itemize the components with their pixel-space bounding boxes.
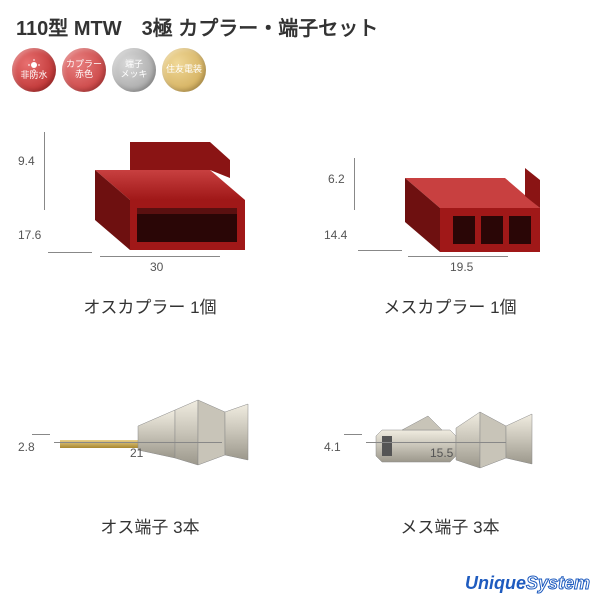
dim-line bbox=[100, 256, 220, 257]
page-title: 110型 MTW 3極 カプラー・端子セット bbox=[16, 12, 378, 41]
dim-line bbox=[48, 252, 92, 253]
cell-female-terminal: 4.1 15.5 メス端子 3本 bbox=[300, 330, 600, 550]
dim-line bbox=[32, 434, 50, 435]
dim-length: 21 bbox=[130, 446, 143, 460]
badge-coupler-color: カプラー 赤色 bbox=[62, 48, 106, 92]
dim-width: 2.8 bbox=[18, 440, 35, 454]
dim-line bbox=[54, 442, 222, 443]
badge-label: 非防水 bbox=[20, 71, 47, 81]
item-label: オスカプラー 1個 bbox=[83, 293, 216, 318]
dim-width: 4.1 bbox=[324, 440, 341, 454]
dim-line bbox=[358, 250, 402, 251]
dim-width: 30 bbox=[150, 260, 163, 274]
dim-line bbox=[44, 132, 45, 210]
dim-line bbox=[354, 158, 355, 210]
cell-female-coupler: 6.2 14.4 19.5 メスカプラー 1個 bbox=[300, 110, 600, 330]
dim-height: 9.4 bbox=[18, 154, 35, 168]
badge-label: 赤色 bbox=[75, 70, 93, 80]
badge-manufacturer: 住友電装 bbox=[162, 48, 206, 92]
badge-row: 非防水 カプラー 赤色 端子 メッキ 住友電装 bbox=[12, 48, 206, 92]
watermark: UniqueSystem bbox=[465, 573, 590, 594]
item-label: メス端子 3本 bbox=[400, 513, 499, 538]
watermark-a: Unique bbox=[465, 573, 526, 593]
female-terminal-drawing bbox=[330, 370, 570, 505]
cell-male-terminal: 2.8 21 オス端子 3本 bbox=[0, 330, 300, 550]
dim-depth: 17.6 bbox=[18, 228, 41, 242]
cell-male-coupler: 9.4 17.6 30 オスカプラー 1個 bbox=[0, 110, 300, 330]
watermark-b: System bbox=[526, 573, 590, 593]
dim-height: 6.2 bbox=[328, 172, 345, 186]
dim-width: 19.5 bbox=[450, 260, 473, 274]
male-terminal-drawing bbox=[30, 370, 270, 505]
dim-line bbox=[408, 256, 508, 257]
dim-depth: 14.4 bbox=[324, 228, 347, 242]
badge-label: メッキ bbox=[120, 70, 147, 80]
product-grid: 9.4 17.6 30 オスカプラー 1個 6.2 14.4 19.5 bbox=[0, 110, 600, 550]
dim-line bbox=[344, 434, 362, 435]
item-label: オス端子 3本 bbox=[100, 513, 199, 538]
badge-label: 住友電装 bbox=[166, 65, 202, 75]
dim-line bbox=[366, 442, 506, 443]
dim-length: 15.5 bbox=[430, 446, 453, 460]
item-label: メスカプラー 1個 bbox=[383, 293, 516, 318]
badge-waterproof: 非防水 bbox=[12, 48, 56, 92]
badge-terminal-plating: 端子 メッキ bbox=[112, 48, 156, 92]
